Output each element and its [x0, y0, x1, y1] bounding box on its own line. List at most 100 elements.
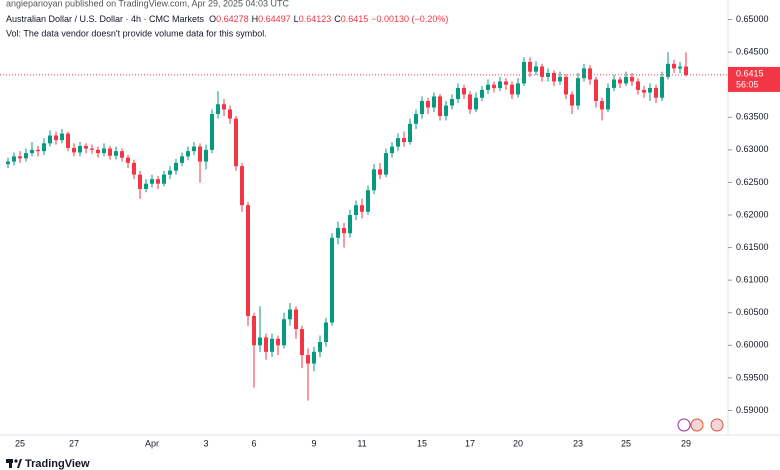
candle-body: [402, 138, 406, 143]
candle-body: [54, 135, 58, 141]
candle-body: [168, 170, 172, 175]
candle-body: [108, 148, 112, 156]
price-tag-countdown: 56:05: [736, 79, 759, 89]
y-tick-label: 0.59500: [736, 372, 769, 382]
candle-body: [486, 84, 490, 90]
candle-body: [360, 205, 364, 212]
candle-body: [150, 179, 154, 184]
candle-body: [516, 83, 520, 95]
x-tick-label: 17: [465, 438, 475, 448]
candle-body: [12, 156, 16, 162]
ohlc-label: O: [209, 14, 216, 24]
candle-body: [684, 66, 688, 75]
candle-body: [672, 63, 676, 69]
candle-body: [354, 205, 358, 215]
candle-body: [546, 72, 550, 77]
x-tick-label: 25: [621, 438, 631, 448]
candle-body: [30, 149, 34, 154]
candle-body: [498, 81, 502, 88]
candle-body: [132, 162, 136, 175]
candle-body: [312, 351, 316, 364]
candle-body: [510, 84, 514, 95]
candle-body: [450, 99, 454, 106]
candle-body: [252, 315, 256, 346]
candle-body: [324, 322, 328, 343]
candle-body: [120, 151, 124, 158]
candle-body: [576, 78, 580, 106]
candle-body: [618, 79, 622, 84]
y-tick-label: 0.62000: [736, 209, 769, 219]
candle-body: [444, 105, 448, 116]
candle-body: [624, 76, 628, 84]
candle-body: [456, 87, 460, 100]
candle-body: [678, 66, 682, 69]
candle-body: [462, 87, 466, 95]
candle-body: [330, 237, 334, 323]
candle-body: [42, 143, 46, 152]
x-tick-label: 6: [251, 438, 256, 448]
candle-body: [474, 97, 478, 110]
candle-body: [102, 148, 106, 154]
candle-body: [372, 169, 376, 191]
candle-body: [288, 309, 292, 320]
candle-body: [432, 96, 436, 108]
candle-body: [414, 114, 418, 124]
y-tick-label: 0.62500: [736, 177, 769, 187]
candle-body: [642, 89, 646, 93]
candle-body: [246, 205, 250, 316]
candle-body: [600, 100, 604, 110]
candle-body: [504, 81, 508, 85]
price-tag: [728, 66, 780, 92]
candle-body: [534, 66, 538, 72]
candle-body: [24, 153, 28, 159]
x-tick-label: 15: [417, 438, 427, 448]
candle-body: [570, 94, 574, 106]
change-value: −0.00130 (−0.20%): [371, 14, 448, 24]
y-tick-label: 0.63000: [736, 144, 769, 154]
candle-body: [138, 174, 142, 189]
candle-body: [396, 138, 400, 147]
candle-body: [144, 183, 148, 189]
candle-body: [426, 100, 430, 108]
candle-body: [78, 145, 82, 153]
x-tick-label: 25: [15, 438, 25, 448]
y-tick-label: 0.64500: [736, 46, 769, 56]
x-tick-label: 3: [203, 438, 208, 448]
candle-body: [198, 146, 202, 162]
candle-body: [318, 342, 322, 352]
candle-body: [636, 81, 640, 90]
candle-body: [552, 72, 556, 82]
ohlc-value: 0.64278: [216, 14, 249, 24]
candle-body: [348, 215, 352, 234]
candle-body: [558, 76, 562, 82]
candle-body: [180, 156, 184, 163]
ohlc-value: 0.64123: [299, 14, 332, 24]
candle-body: [228, 109, 232, 119]
candle-body: [294, 309, 298, 330]
candle-body: [366, 190, 370, 212]
y-tick-label: 0.61500: [736, 242, 769, 252]
candle-body: [390, 146, 394, 154]
candle-body: [522, 61, 526, 84]
ohlc-label: H: [252, 14, 259, 24]
candle-body: [174, 162, 178, 171]
candle-body: [240, 166, 244, 206]
footer-brand: TradingView: [25, 458, 90, 470]
candle-body: [588, 68, 592, 80]
candle-body: [660, 76, 664, 98]
candle-body: [72, 147, 76, 153]
candle-body: [6, 161, 10, 165]
candle-body: [66, 133, 70, 148]
footer-logo: [6, 459, 22, 468]
candle-body: [210, 114, 214, 150]
publisher-line: angiepanoyan published on TradingView.co…: [6, 0, 290, 8]
candle-body: [84, 145, 88, 149]
x-tick-label: 29: [681, 438, 691, 448]
x-tick-label: 27: [69, 438, 79, 448]
candle-body: [114, 151, 118, 156]
event-icons: [677, 418, 724, 432]
candle-body: [594, 79, 598, 101]
candle-body: [648, 87, 652, 93]
candle-body: [654, 87, 658, 98]
ohlc-header: Australian Dollar / U.S. Dollar · 4h · C…: [6, 14, 448, 24]
